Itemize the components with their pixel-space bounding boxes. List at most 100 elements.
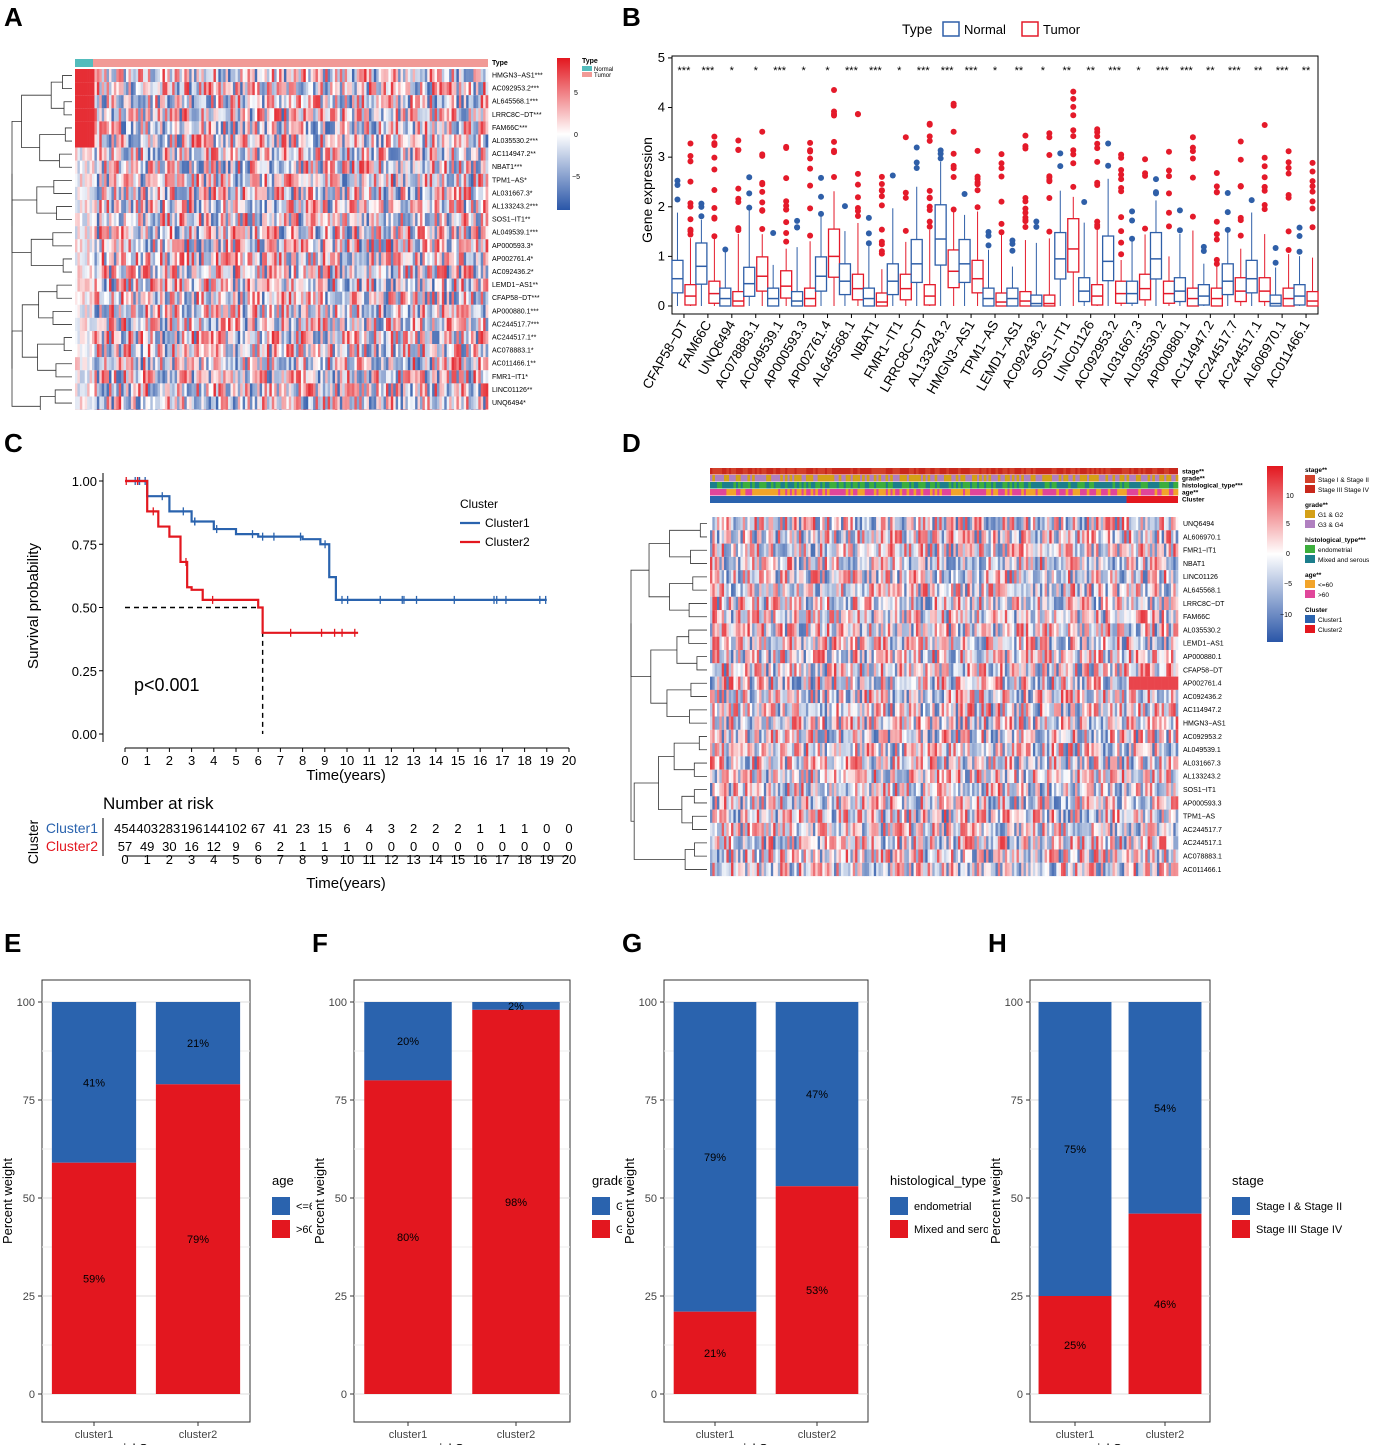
heatmap-cell [283,291,287,305]
heatmap-cell [378,134,382,148]
heatmap-cell [198,200,202,214]
heatmap-cell [461,108,465,122]
heatmap-cell [213,121,217,135]
heatmap-cell [347,121,350,135]
heatmap-cell [179,82,183,96]
heatmap-cell [385,226,389,240]
heatmap-cell [441,265,445,279]
y-tick-label: 3 [658,149,665,164]
scale-a-tick-2: −5 [572,174,580,181]
heatmap-cell [378,396,382,410]
heatmap-cell [138,108,141,122]
heatmap-cell [179,213,183,227]
heatmap-cell [225,331,229,345]
heatmap-cell [378,331,382,345]
heatmap-cell [417,304,421,318]
heatmap-cell [218,344,222,358]
heatmap-cell [208,317,212,331]
heatmap-cell [169,95,173,109]
dendrogram-branch [11,330,41,407]
heatmap-cell [77,239,81,253]
heatmap-cell [453,69,457,83]
heatmap-cell [230,317,234,331]
heatmap-cell [342,186,345,200]
heatmap-cell [172,213,175,227]
heatmap-cell [296,291,299,305]
heatmap-cell [109,147,112,161]
heatmap-cell [293,200,297,214]
heatmap-cell [383,291,387,305]
heatmap-cell [174,331,178,345]
heatmap-cell [189,344,192,358]
heatmap-cell [320,396,324,410]
heatmap-cell [167,226,171,240]
heatmap-cell [475,331,479,345]
heatmap-cell [276,108,280,122]
heatmap-cell [444,200,447,214]
heatmap-cell [126,226,129,240]
heatmap-cell [436,344,440,358]
heatmap-cell [461,147,465,161]
heatmap-cell [89,69,93,83]
heatmap-cell [220,239,224,253]
heatmap-cell [451,160,455,174]
heatmap-cell [313,82,316,96]
heatmap-cell [118,252,122,266]
heatmap-cell [169,396,173,410]
heatmap-cell [434,213,438,227]
heatmap-cell [458,370,462,384]
heatmap-cell [373,357,377,371]
heatmap-cell [184,226,188,240]
heatmap-cell [259,252,263,266]
heatmap-cell [310,252,314,266]
heatmap-cell [339,200,343,214]
heatmap-cell [283,147,287,161]
heatmap-cell [317,383,321,397]
tumor-outlier [1022,223,1029,230]
heatmap-cell [344,278,348,292]
heatmap-cell [432,239,435,253]
heatmap-cell [347,108,350,122]
heatmap-cell [415,160,418,174]
heatmap-cell [400,239,404,253]
heatmap-cell [225,304,229,318]
heatmap-cell [84,226,88,240]
heatmap-cell [347,95,350,109]
heatmap-cell [218,95,222,109]
heatmap-cell [211,291,214,305]
heatmap-cell [453,213,457,227]
heatmap-cell [157,304,161,318]
heatmap-cell [427,396,430,410]
heatmap-cell [84,108,88,122]
heatmap-cell [126,331,129,345]
heatmap-cell [313,213,316,227]
heatmap-cell [164,200,168,214]
heatmap-cell [344,213,348,227]
heatmap-cell [342,239,345,253]
heatmap-cell [317,108,321,122]
heatmap-cell [371,304,375,318]
heatmap-cell [461,252,465,266]
heatmap-cell [96,357,100,371]
heatmap-cell [118,396,122,410]
heatmap-cell [385,357,389,371]
heatmap-cell [466,121,469,135]
heatmap-cell [359,121,362,135]
heatmap-cell [354,278,358,292]
heatmap-cell [228,278,231,292]
heatmap-cell [257,291,260,305]
heatmap-cell [247,239,251,253]
heatmap-cell [106,160,110,174]
heatmap-cell [94,317,98,331]
heatmap-cell [371,121,375,135]
heatmap-cell [334,278,338,292]
heatmap-cell [179,370,183,384]
heatmap-cell [429,69,433,83]
heatmap-cell [470,278,474,292]
heatmap-cell [415,82,418,96]
normal-outlier [794,224,801,231]
heatmap-cell [429,304,433,318]
heatmap-cell [351,383,355,397]
heatmap-cell [257,69,260,83]
heatmap-cell [412,317,416,331]
